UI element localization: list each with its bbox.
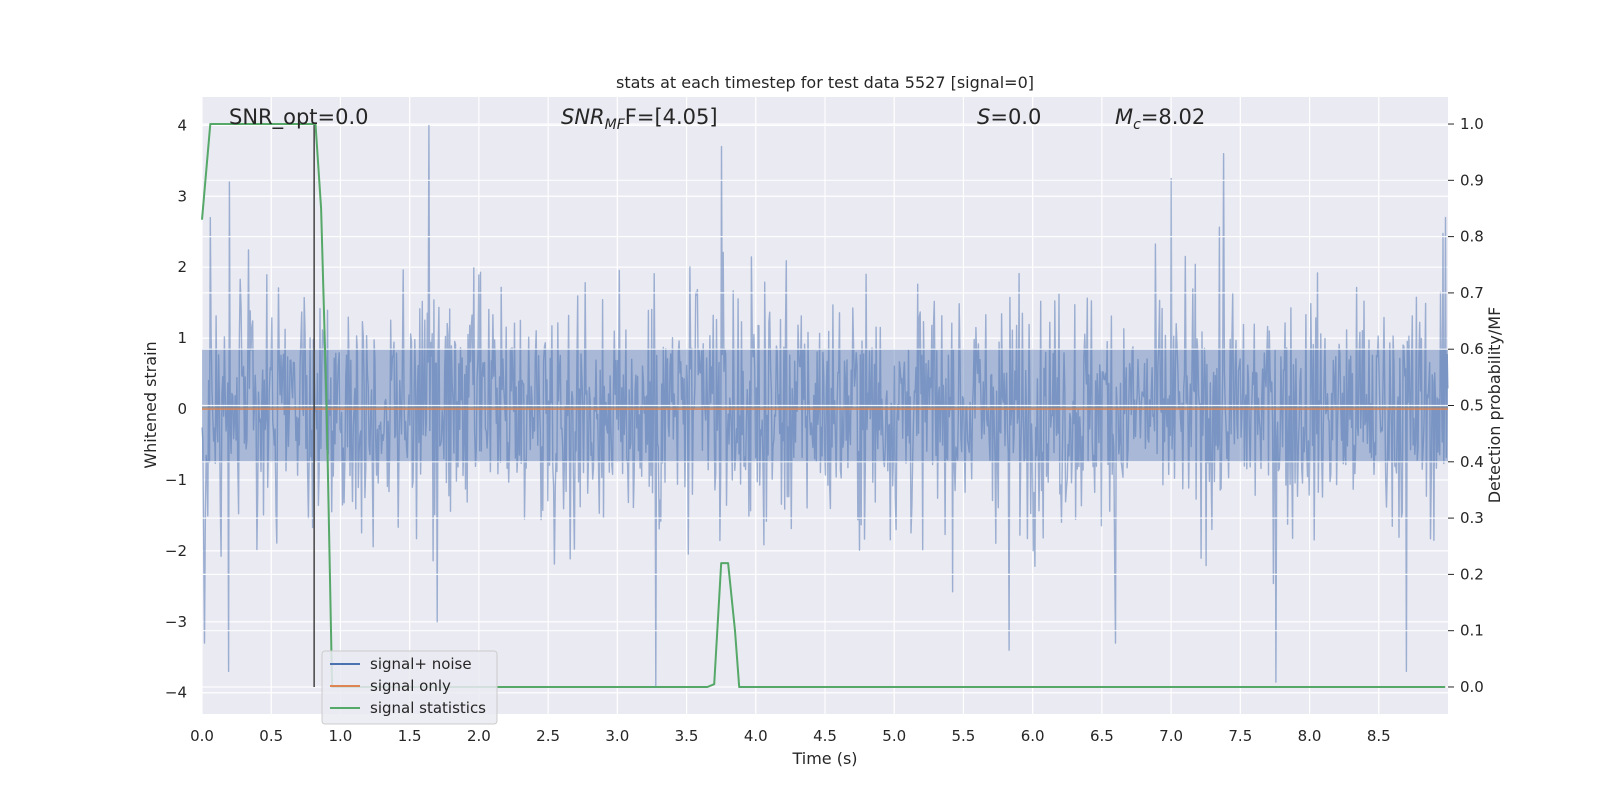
- y2-tick-label: 0.2: [1460, 565, 1484, 583]
- y-tick-label: −1: [165, 471, 187, 489]
- annotation-s-base: S: [977, 105, 990, 129]
- x-axis-label: Time (s): [791, 749, 857, 768]
- annotation-snr-mf: SNRMFF=[4.05]: [561, 105, 718, 133]
- x-tick-label: 5.5: [952, 727, 976, 745]
- y-tick-label: −2: [165, 542, 187, 560]
- series-layer: [201, 123, 1448, 688]
- x-tick-label: 0.5: [259, 727, 283, 745]
- annotation-s-tail: =0.0: [990, 105, 1041, 129]
- annotation-snr-mf-base: SNR: [561, 105, 605, 129]
- y-tick-label: −4: [165, 684, 187, 702]
- x-tick-label: 8.5: [1367, 727, 1391, 745]
- y2-tick-label: 0.4: [1460, 453, 1484, 471]
- x-tick-label: 3.0: [605, 727, 629, 745]
- y-axis-label: Whitened strain: [141, 341, 160, 468]
- x-tick-label: 7.0: [1159, 727, 1183, 745]
- y-tick-label: 1: [177, 329, 187, 347]
- y2-tick-label: 0.0: [1460, 678, 1484, 696]
- y-tick-label: 2: [177, 258, 187, 276]
- legend-label-signal: signal only: [370, 677, 451, 695]
- annotation-mc: Mc=8.02: [1115, 105, 1205, 133]
- annotation-snr-mf-sub: MF: [605, 117, 626, 133]
- y2-tick-label: 1.0: [1460, 115, 1484, 133]
- y2-tick-label: 0.7: [1460, 284, 1484, 302]
- noise-trace: [201, 124, 1449, 687]
- chart-title: stats at each timestep for test data 552…: [616, 73, 1034, 92]
- y-tick-label: 4: [177, 116, 187, 134]
- legend-label-statistics: signal statistics: [370, 699, 486, 717]
- y2-tick-label: 0.5: [1460, 397, 1484, 415]
- annotation-s: S=0.0: [977, 105, 1041, 129]
- x-tick-label: 1.5: [398, 727, 422, 745]
- annotation-mc-tail: =8.02: [1141, 105, 1205, 129]
- y2-tick-label: 0.1: [1460, 622, 1484, 640]
- annotation-snr-mf-tail: F=[4.05]: [625, 105, 718, 129]
- x-tick-label: 1.0: [329, 727, 353, 745]
- x-tick-label: 0.0: [190, 727, 214, 745]
- annotation-mc-sub: c: [1133, 117, 1141, 133]
- legend-box: [321, 650, 498, 725]
- y2-tick-label: 0.8: [1460, 228, 1484, 246]
- x-tick-label: 8.0: [1298, 727, 1322, 745]
- x-tick-label: 4.0: [744, 727, 768, 745]
- legend-label-noise: signal+ noise: [370, 655, 472, 673]
- y2-tick-label: 0.9: [1460, 171, 1484, 189]
- x-tick-label: 6.5: [1090, 727, 1114, 745]
- x-tick-label: 5.0: [882, 727, 906, 745]
- legend: signal+ noise signal only signal statist…: [321, 650, 498, 725]
- annotation-snr-opt: SNR_opt=0.0: [229, 105, 369, 130]
- tick-layer: 0.0 0.5 1.0 1.5 2.0 2.5 3.0 3.5 4.0 4.5 5.0 5.5 6.0 6…: [165, 115, 1484, 745]
- y2-tick-label: 0.6: [1460, 340, 1484, 358]
- x-tick-label: 6.0: [1021, 727, 1045, 745]
- signal-statistics-line: [201, 123, 1446, 688]
- y-tick-label: 0: [177, 400, 187, 418]
- y2-tick-label: 0.3: [1460, 509, 1484, 527]
- x-tick-label: 2.5: [536, 727, 560, 745]
- x-tick-label: 3.5: [675, 727, 699, 745]
- x-tick-label: 2.0: [467, 727, 491, 745]
- y-tick-label: 3: [177, 187, 187, 205]
- y-tick-label: −3: [165, 613, 187, 631]
- x-tick-label: 7.5: [1228, 727, 1252, 745]
- y2-axis-label: Detection probability/MF: [1485, 307, 1504, 504]
- x-tick-label: 4.5: [813, 727, 837, 745]
- annotation-mc-base: M: [1115, 105, 1133, 129]
